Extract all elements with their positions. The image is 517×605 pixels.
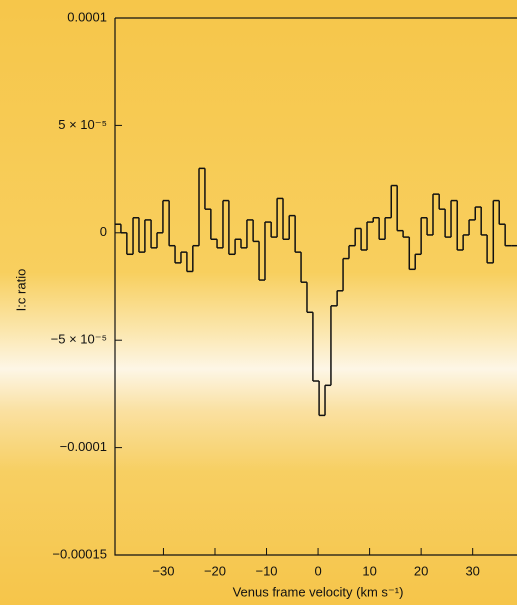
y-tick-label: 5 × 10⁻⁵ <box>58 117 107 132</box>
x-axis-label: Venus frame velocity (km s⁻¹) <box>233 584 404 599</box>
y-tick-label: −5 × 10⁻⁵ <box>51 332 107 347</box>
y-tick-label: 0.0001 <box>67 9 107 24</box>
figure: Venus frame velocity (km s⁻¹) I:c ratio … <box>0 0 517 605</box>
y-tick-label: 0 <box>100 224 107 239</box>
x-tick-label: −20 <box>204 563 226 578</box>
axes-frame <box>115 18 517 555</box>
y-tick-label: −0.0001 <box>60 439 107 454</box>
chart: Venus frame velocity (km s⁻¹) I:c ratio … <box>0 0 517 605</box>
x-tick-label: −10 <box>255 563 277 578</box>
x-tick-label: 0 <box>314 563 321 578</box>
y-axis-label: I:c ratio <box>13 269 28 312</box>
y-tick-label: −0.00015 <box>52 546 107 561</box>
x-tick-label: 30 <box>465 563 479 578</box>
x-tick-label: 10 <box>362 563 376 578</box>
x-tick-label: −30 <box>152 563 174 578</box>
step-riser <box>121 168 511 415</box>
x-tick-label: 20 <box>414 563 428 578</box>
